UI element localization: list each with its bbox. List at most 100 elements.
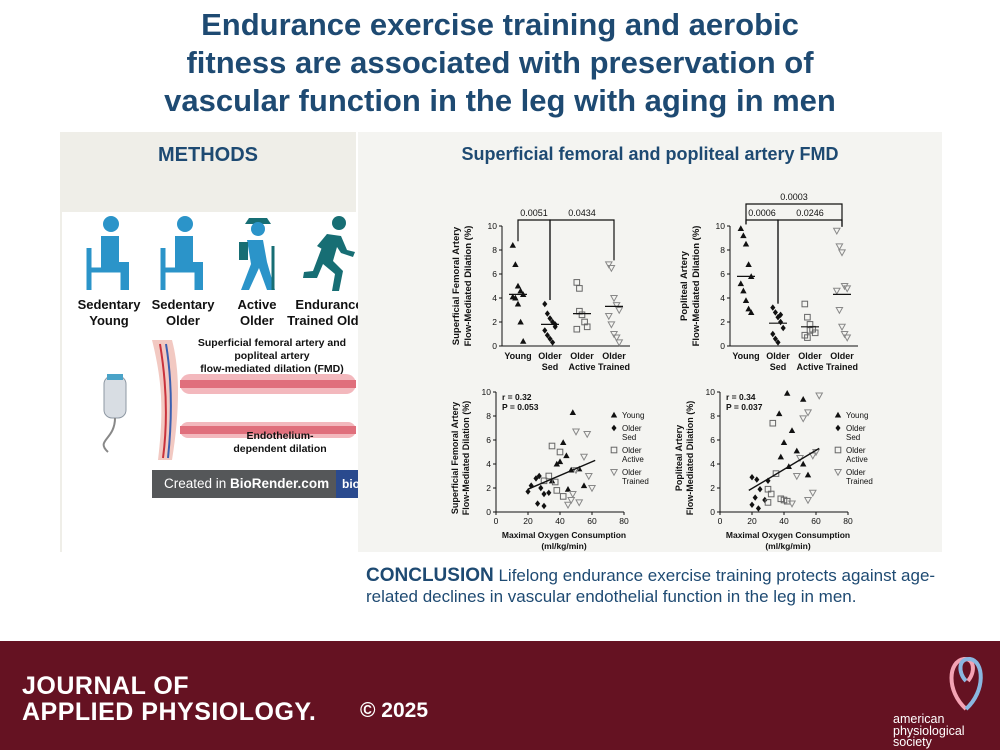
y-tick-label: 8	[486, 411, 491, 421]
x-axis-label: (ml/kg/min)	[765, 541, 811, 551]
data-point	[604, 312, 613, 321]
endothelium-caption: Endothelium- dependent dilation	[233, 430, 327, 455]
data-point	[568, 490, 577, 499]
data-point	[800, 396, 807, 402]
x-tick-label: 80	[619, 516, 629, 526]
significance-bracket	[745, 203, 843, 227]
x-tick-label: 60	[587, 516, 597, 526]
methods-panel: METHODS Sedentary Young Sedentary Older	[60, 132, 371, 632]
data-point	[575, 499, 584, 507]
data-point	[583, 430, 592, 439]
legend-label: Sed	[622, 433, 636, 442]
data-point	[800, 460, 807, 467]
data-point	[512, 261, 519, 267]
data-point	[517, 287, 524, 294]
data-point	[556, 448, 564, 456]
data-point	[804, 471, 812, 478]
group-sedentary-young: Sedentary Young	[70, 214, 148, 329]
conclusion-heading: CONCLUSION	[366, 565, 494, 586]
data-point	[815, 392, 824, 400]
x-tick-label: Sed	[770, 362, 787, 372]
y-tick-label: 4	[492, 293, 497, 303]
data-point	[757, 486, 763, 493]
data-point	[752, 494, 758, 501]
y-tick-label: 8	[492, 245, 497, 255]
data-point	[564, 486, 572, 492]
aps-society-name: american physiological society	[893, 712, 965, 749]
y-tick-label: 4	[710, 459, 715, 469]
data-point	[804, 313, 811, 321]
results-panel: Superficial femoral and popliteal artery…	[358, 132, 942, 552]
data-point	[778, 311, 784, 318]
regression-line	[527, 459, 596, 490]
data-point	[755, 505, 761, 512]
significance-bracket	[549, 219, 615, 300]
data-point	[804, 334, 811, 341]
y-axis-label: Flow-Mediated Dilation (%)	[461, 401, 471, 516]
legend-marker	[833, 468, 843, 477]
data-point	[538, 484, 544, 492]
data-point	[737, 225, 744, 231]
group-label: Sedentary Young	[77, 297, 141, 328]
p-value-label: 0.0246	[796, 208, 824, 218]
x-tick-label: Active	[568, 362, 595, 372]
data-point	[576, 285, 583, 292]
sfa-fmd-dot-plot: 0 2 4 6 8 10 Superficial Femoral Artery Flow-Me…	[451, 208, 630, 372]
title-line-1: Endurance exercise training and aerobic	[201, 7, 799, 42]
x-tick-label: Older	[766, 351, 790, 361]
data-point	[563, 452, 570, 459]
data-point	[544, 332, 550, 339]
y-tick-label: 2	[492, 317, 497, 327]
popliteal-vo2max-scatter: 0 2 4 6 8 10 0 20 40 60 80 Popliteal Artery Flow-Med…	[674, 387, 873, 551]
legend-marker	[835, 424, 841, 432]
data-point	[607, 264, 616, 273]
x-tick-label: Older	[570, 351, 594, 361]
p-value-label: 0.0434	[568, 208, 596, 218]
legend-marker	[610, 411, 618, 418]
data-point	[803, 496, 813, 505]
group-sedentary-older: Sedentary Older	[144, 214, 222, 329]
x-axis-label: (ml/kg/min)	[541, 541, 587, 551]
y-tick-label: 6	[486, 435, 491, 445]
data-point	[580, 482, 588, 489]
data-point	[832, 227, 841, 236]
artery-segment-icon	[180, 374, 356, 438]
group-label: Sedentary Older	[151, 297, 215, 328]
data-point	[512, 294, 519, 301]
x-tick-label: Young	[732, 351, 759, 361]
data-point	[808, 452, 817, 460]
data-point	[811, 448, 821, 457]
legend-label: Trained	[846, 477, 873, 486]
data-point	[571, 428, 581, 436]
data-point	[745, 305, 752, 312]
data-point	[609, 294, 619, 303]
data-point	[808, 489, 817, 498]
x-tick-label: Trained	[826, 362, 858, 372]
x-axis-label: Maximal Oxygen Consumption	[726, 530, 850, 540]
data-point	[556, 458, 564, 465]
y-tick-label: 8	[720, 245, 725, 255]
data-point	[615, 339, 624, 347]
legend-label: Older	[846, 424, 866, 433]
x-tick-label: Older	[798, 351, 822, 361]
data-point	[778, 318, 784, 326]
x-tick-label: Older	[830, 351, 854, 361]
x-tick-label: 20	[523, 516, 533, 526]
data-point	[784, 390, 791, 396]
footer: JOURNAL OF APPLIED PHYSIOLOGY. © 2025 am…	[0, 641, 1000, 750]
data-point	[788, 427, 796, 433]
y-tick-label: 6	[710, 435, 715, 445]
group-active-older: Active Older	[218, 214, 296, 329]
ultrasound-probe-icon	[102, 374, 127, 453]
x-tick-label: Active	[796, 362, 823, 372]
data-point	[806, 327, 814, 334]
data-point	[770, 330, 776, 338]
data-point	[609, 330, 619, 339]
data-point	[803, 409, 813, 417]
data-point	[509, 242, 516, 248]
legend-label: Older	[846, 468, 866, 477]
legend-marker	[610, 446, 618, 454]
legend-label: Older	[622, 424, 642, 433]
methods-heading: METHODS	[158, 144, 258, 166]
data-point	[772, 335, 778, 342]
